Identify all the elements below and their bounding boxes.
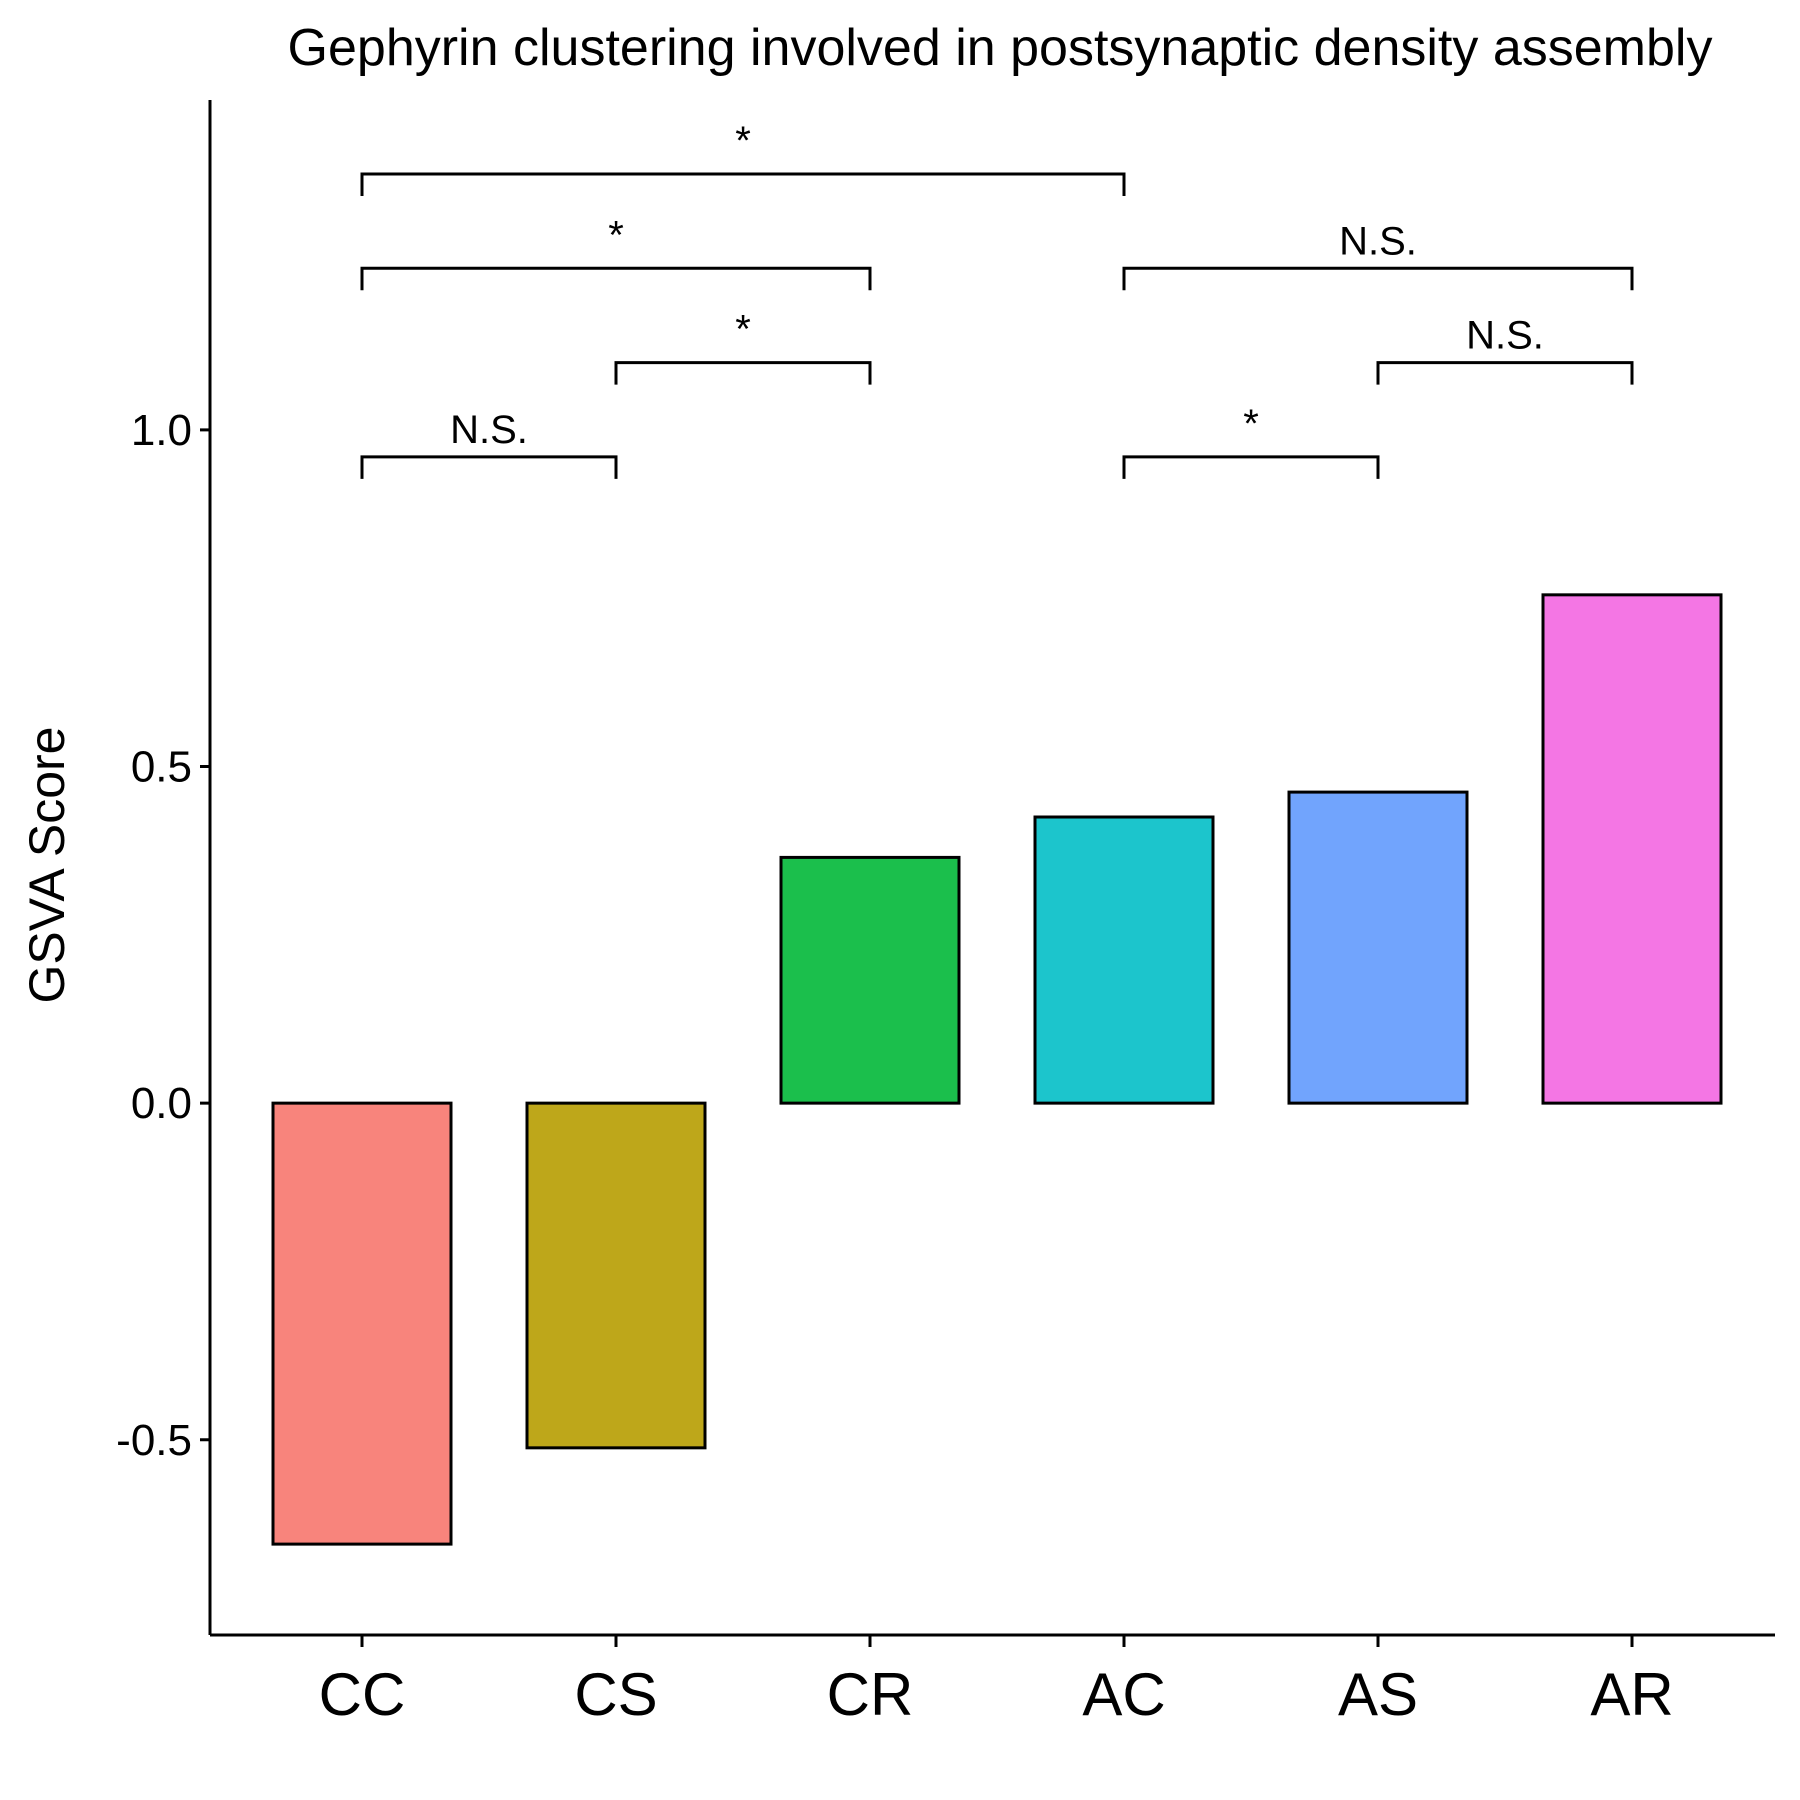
x-tick-label-ac: AC [1082, 1661, 1165, 1728]
significance-cc-cs-bracket [360, 455, 618, 479]
significance-ac-as-label: * [1243, 402, 1259, 446]
significance-cc-ac-bracket [360, 172, 1126, 197]
significance-cs-cr-bracket [614, 361, 872, 385]
y-tick-label: -0.5 [116, 1416, 192, 1465]
bar-as [1287, 790, 1469, 1105]
significance-as-ar-label: N.S. [1466, 314, 1544, 358]
y-tick-label: 0.5 [131, 743, 192, 792]
significance-ac-ar-label: N.S. [1339, 219, 1417, 263]
x-tick-label-ar: AR [1590, 1661, 1673, 1728]
significance-cc-cr-label: * [608, 213, 624, 257]
significance-cs-cr-label: * [735, 308, 751, 352]
bar-ar [1541, 593, 1723, 1105]
x-tick-label-as: AS [1338, 1661, 1418, 1728]
bar-ac [1033, 815, 1215, 1105]
significance-as-ar-bracket [1376, 361, 1634, 385]
x-tick-label-cc: CC [319, 1661, 406, 1728]
plot-area: -0.5 0.0 0.5 1.0 CC CS CR AC AS AR N.S. * * * * N.S. N.S… [116, 100, 1775, 1728]
y-tick-label: 0.0 [131, 1079, 192, 1128]
significance-cc-cr-bracket [360, 266, 872, 291]
y-tick-label: 1.0 [131, 406, 192, 455]
significance-cc-ac-label: * [735, 119, 751, 163]
significance-ac-as-bracket [1122, 455, 1380, 479]
bar-cc [271, 1101, 453, 1546]
bar-cs [525, 1101, 707, 1450]
significance-ac-ar-bracket [1122, 266, 1634, 291]
x-tick-label-cr: CR [827, 1661, 914, 1728]
bar-cr [779, 855, 961, 1105]
chart-title: Gephyrin clustering involved in postsyna… [288, 19, 1713, 77]
significance-cc-cs-label: N.S. [450, 408, 528, 452]
x-tick-label-cs: CS [574, 1661, 657, 1728]
y-axis-title: GSVA Score [19, 727, 75, 1004]
